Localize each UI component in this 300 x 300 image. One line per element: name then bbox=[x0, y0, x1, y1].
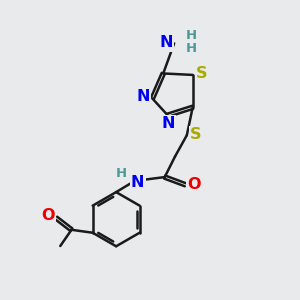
Text: O: O bbox=[187, 177, 200, 192]
Text: S: S bbox=[190, 127, 201, 142]
Text: H: H bbox=[186, 29, 197, 42]
Text: N: N bbox=[131, 175, 144, 190]
Text: N: N bbox=[161, 116, 175, 131]
Text: H: H bbox=[186, 42, 197, 55]
Text: N: N bbox=[159, 35, 173, 50]
Text: H: H bbox=[116, 167, 127, 180]
Text: N: N bbox=[136, 89, 150, 104]
Text: S: S bbox=[196, 66, 207, 81]
Text: O: O bbox=[41, 208, 55, 223]
